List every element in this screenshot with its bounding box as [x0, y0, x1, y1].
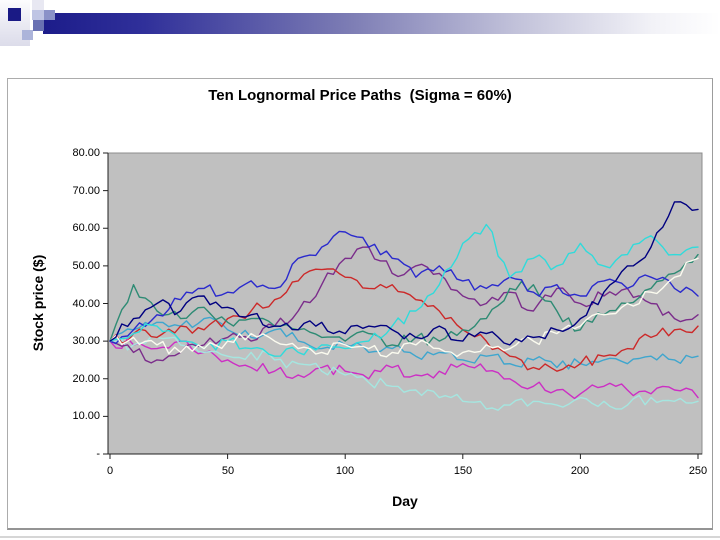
x-axis-title: Day	[392, 493, 418, 509]
x-tick-label: 200	[570, 465, 590, 477]
x-tick-label: 0	[106, 465, 114, 477]
slide-bottom-edge	[0, 536, 720, 538]
y-tick-label: 10.00	[72, 410, 100, 422]
deco-square-lavender	[22, 30, 33, 40]
deco-square-slate	[44, 10, 55, 20]
price-paths-plot	[103, 152, 703, 459]
y-tick-label: 70.00	[72, 185, 100, 197]
x-tick-label: 50	[221, 465, 235, 477]
x-tick-label: 250	[688, 465, 708, 477]
y-tick-label: 20.00	[72, 373, 100, 385]
y-tick-label: 60.00	[72, 222, 100, 234]
header-gradient-bar	[43, 13, 720, 34]
deco-square-navy	[8, 8, 21, 21]
y-tick-label: 80.00	[72, 147, 100, 159]
y-tick-label: -	[96, 448, 100, 460]
chart-title: Ten Lognormal Price Paths (Sigma = 60%)	[208, 87, 512, 104]
y-tick-label: 30.00	[72, 335, 100, 347]
x-tick-label: 150	[453, 465, 473, 477]
y-tick-label: 40.00	[72, 298, 100, 310]
deco-square-pale-gray	[32, 0, 44, 10]
deco-square-violet	[33, 20, 44, 31]
chart-frame: Ten Lognormal Price Paths (Sigma = 60%) …	[7, 78, 713, 530]
y-axis-title: Stock price ($)	[30, 254, 46, 352]
deco-square-pale-blue	[32, 10, 44, 20]
y-tick-label: 50.00	[72, 260, 100, 272]
x-tick-label: 100	[335, 465, 355, 477]
